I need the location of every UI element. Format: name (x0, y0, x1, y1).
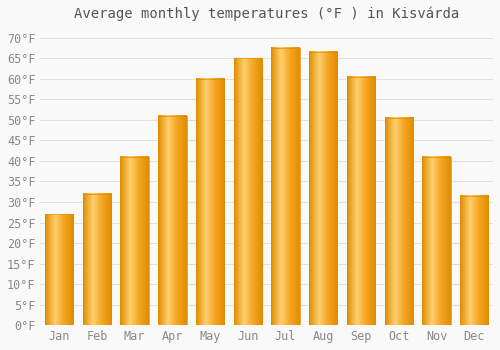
Bar (120, 157, 149, 325)
Bar (460, 196, 488, 325)
Bar (158, 116, 186, 325)
Bar (347, 77, 375, 325)
Bar (120, 157, 149, 325)
Bar (272, 48, 299, 325)
Bar (384, 118, 413, 325)
Bar (234, 58, 262, 325)
Bar (234, 58, 262, 325)
Bar (45, 214, 74, 325)
Bar (422, 157, 450, 325)
Bar (347, 77, 375, 325)
Bar (83, 194, 111, 325)
Bar (384, 118, 413, 325)
Bar (309, 52, 338, 325)
Bar (196, 79, 224, 325)
Bar (45, 214, 74, 325)
Title: Average monthly temperatures (°F ) in Kisvárda: Average monthly temperatures (°F ) in Ki… (74, 7, 460, 21)
Bar (272, 48, 299, 325)
Bar (422, 157, 450, 325)
Bar (309, 52, 338, 325)
Bar (83, 194, 111, 325)
Bar (460, 196, 488, 325)
Bar (158, 116, 186, 325)
Bar (196, 79, 224, 325)
